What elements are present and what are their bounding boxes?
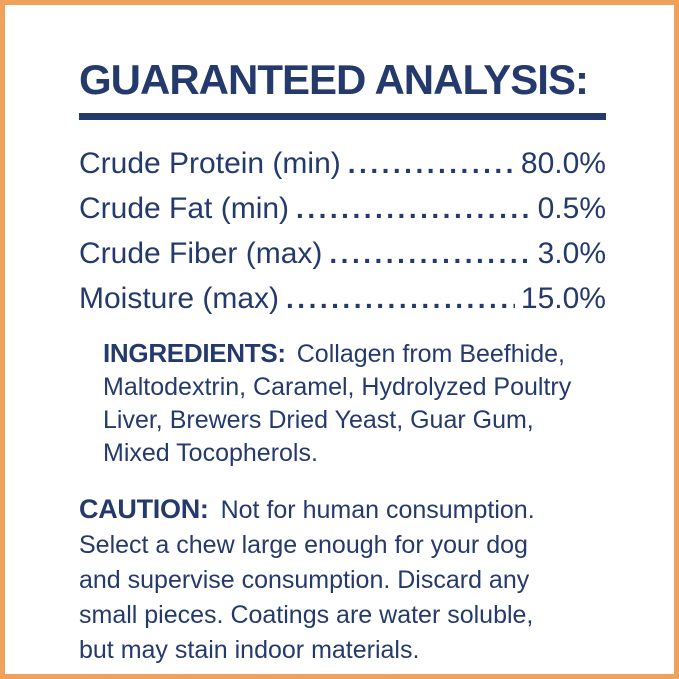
ingredients-line: Liver, Brewers Dried Yeast, Guar Gum,	[103, 406, 534, 435]
dot-leader	[296, 186, 532, 231]
guaranteed-analysis-title: GUARANTEED ANALYSIS:	[79, 56, 589, 103]
ingredients-line: Maltodextrin, Caramel, Hydrolyzed Poultr…	[103, 373, 572, 402]
guaranteed-analysis-panel: GUARANTEED ANALYSIS: Crude Protein (min)…	[5, 5, 674, 668]
caution-line: CAUTION: Not for human consumption.	[79, 492, 606, 528]
analysis-row: Moisture (max) 15.0%	[79, 276, 606, 321]
analysis-row: Crude Fiber (max) 3.0%	[79, 231, 606, 276]
dot-leader	[329, 231, 531, 276]
ingredients-line: Mixed Tocopherols.	[103, 439, 318, 468]
nutrient-label: Moisture (max)	[79, 282, 280, 316]
caution-line: Select a chew large enough for your dog	[79, 531, 528, 560]
caution-line: small pieces. Coatings are water soluble…	[79, 601, 534, 630]
dot-leader	[348, 141, 515, 186]
nutrient-value: 3.0%	[537, 237, 606, 271]
caution-text: Not for human consumption.	[220, 496, 535, 525]
nutrient-value: 0.5%	[537, 192, 606, 226]
nutrient-label: Crude Fiber (max)	[79, 237, 323, 271]
analysis-row: Crude Protein (min) 80.0%	[79, 141, 606, 186]
dot-leader	[286, 276, 515, 321]
ingredients-label: INGREDIENTS:	[103, 338, 286, 369]
caution-label: CAUTION:	[79, 494, 209, 525]
nutrient-value: 80.0%	[520, 147, 606, 181]
caution-line: but may stain indoor materials.	[79, 636, 420, 665]
ingredients-section: INGREDIENTS: Collagen from Beefhide, Malt…	[103, 337, 606, 470]
ingredients-line: INGREDIENTS: Collagen from Beefhide,	[103, 337, 606, 371]
nutrient-label: Crude Protein (min)	[79, 147, 341, 181]
caution-section: CAUTION: Not for human consumption. Selec…	[79, 492, 606, 668]
nutrient-value: 15.0%	[520, 282, 606, 316]
caution-line: and supervise consumption. Discard any	[79, 566, 530, 595]
nutrient-label: Crude Fat (min)	[79, 192, 290, 226]
analysis-table: Crude Protein (min) 80.0% Crude Fat (min…	[79, 141, 606, 321]
analysis-row: Crude Fat (min) 0.5%	[79, 186, 606, 231]
title-underline	[79, 113, 606, 121]
ingredients-text: Collagen from Beefhide,	[296, 340, 565, 369]
